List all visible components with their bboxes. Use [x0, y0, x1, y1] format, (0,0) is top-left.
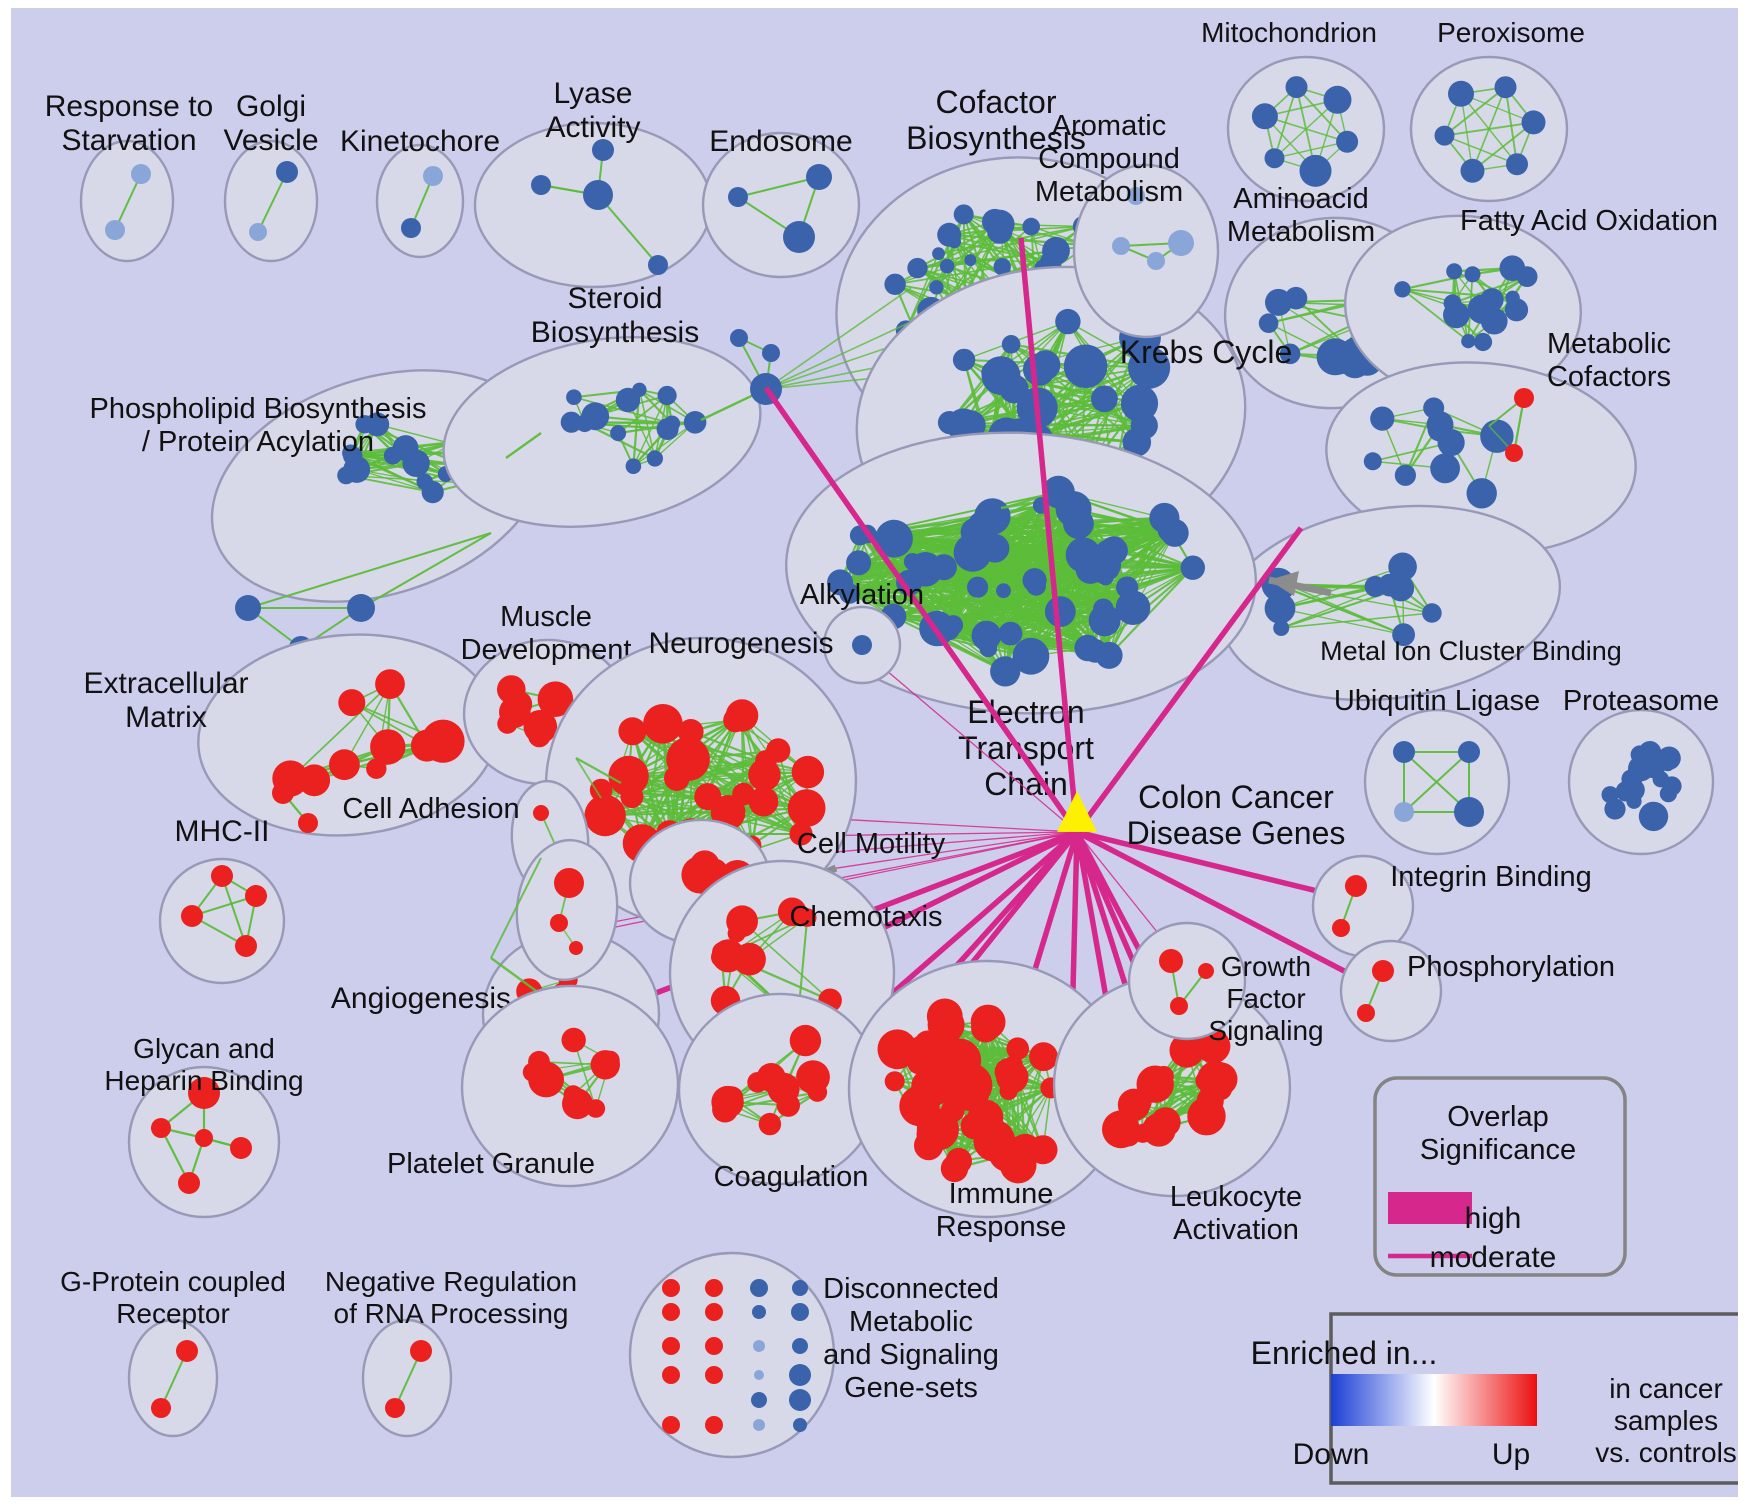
svg-text:Coagulation: Coagulation	[714, 1161, 869, 1193]
svg-text:Chemotaxis: Chemotaxis	[789, 901, 942, 933]
svg-text:Peroxisome: Peroxisome	[1437, 17, 1585, 48]
svg-text:Mitochondrion: Mitochondrion	[1201, 17, 1377, 48]
svg-text:high: high	[1465, 1202, 1522, 1235]
svg-text:Metal Ion Cluster Binding: Metal Ion Cluster Binding	[1320, 636, 1622, 666]
svg-text:Alkylation: Alkylation	[800, 579, 924, 611]
svg-text:Proteasome: Proteasome	[1563, 685, 1719, 717]
svg-text:Neurogenesis: Neurogenesis	[648, 627, 833, 660]
svg-text:Platelet Granule: Platelet Granule	[387, 1148, 595, 1180]
svg-text:Krebs Cycle: Krebs Cycle	[1120, 334, 1293, 370]
svg-text:MHC-II: MHC-II	[175, 815, 270, 848]
svg-text:Cell Motility: Cell Motility	[797, 828, 946, 860]
svg-text:Up: Up	[1492, 1438, 1530, 1471]
svg-text:Endosome: Endosome	[709, 125, 852, 158]
svg-text:Down: Down	[1293, 1438, 1370, 1471]
svg-text:Phosphorylation: Phosphorylation	[1407, 951, 1615, 983]
svg-text:Kinetochore: Kinetochore	[340, 125, 500, 158]
svg-text:Integrin Binding: Integrin Binding	[1390, 861, 1592, 893]
svg-text:Cell Adhesion: Cell Adhesion	[342, 793, 519, 825]
svg-text:Angiogenesis: Angiogenesis	[331, 982, 511, 1015]
svg-text:Ubiquitin Ligase: Ubiquitin Ligase	[1334, 685, 1540, 717]
svg-text:Fatty Acid Oxidation: Fatty Acid Oxidation	[1460, 205, 1718, 237]
svg-text:moderate: moderate	[1430, 1241, 1557, 1274]
svg-text:Enriched in...: Enriched in...	[1251, 1335, 1438, 1371]
